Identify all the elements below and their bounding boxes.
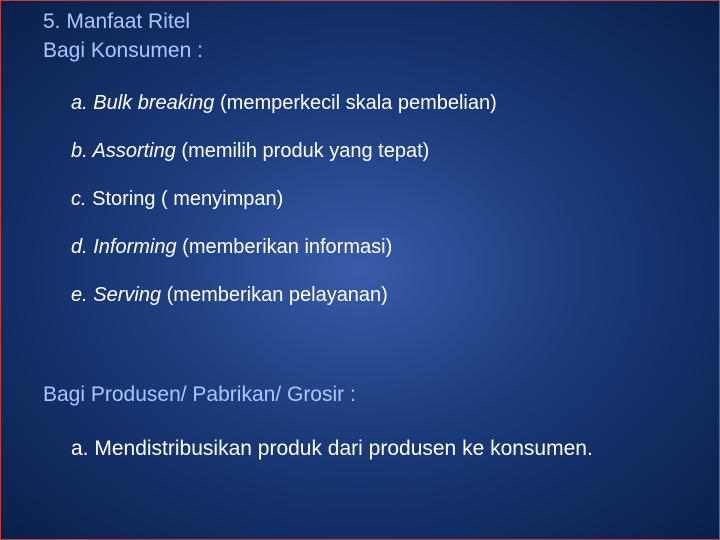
slide-heading: 5. Manfaat Ritel Bagi Konsumen :	[43, 7, 203, 66]
list-item: b. Assorting (memilih produk yang tepat)	[71, 141, 497, 161]
item-description: (memperkecil skala pembelian)	[214, 92, 496, 114]
item-term: Assorting	[93, 140, 176, 162]
item-description: (memberikan informasi)	[177, 236, 393, 258]
consumer-benefits-list: a. Bulk breaking (memperkecil skala pemb…	[71, 93, 497, 333]
list-item: a. Mendistribusikan produk dari produsen…	[71, 437, 593, 461]
item-prefix: a.	[71, 437, 94, 460]
item-prefix: e.	[71, 284, 93, 306]
list-item: d. Informing (memberikan informasi)	[71, 237, 497, 257]
item-term: Informing	[93, 236, 176, 258]
item-prefix: d.	[71, 236, 93, 258]
item-text: Mendistribusikan produk dari produsen ke…	[94, 437, 592, 460]
list-item: c. Storing ( menyimpan)	[71, 189, 497, 209]
heading-line-1: 5. Manfaat Ritel	[43, 7, 203, 36]
item-description: (memberikan pelayanan)	[161, 284, 388, 306]
slide-subheading: Bagi Produsen/ Pabrikan/ Grosir :	[43, 383, 356, 407]
item-term: Serving	[93, 284, 161, 306]
item-term: Bulk breaking	[93, 92, 214, 114]
list-item: a. Bulk breaking (memperkecil skala pemb…	[71, 93, 497, 113]
item-prefix: b.	[71, 140, 93, 162]
item-prefix: c.	[71, 188, 92, 210]
heading-line-2: Bagi Konsumen :	[43, 36, 203, 65]
slide: 5. Manfaat Ritel Bagi Konsumen : a. Bulk…	[0, 0, 720, 540]
list-item: e. Serving (memberikan pelayanan)	[71, 285, 497, 305]
producer-benefits-list: a. Mendistribusikan produk dari produsen…	[71, 437, 593, 461]
item-prefix: a.	[71, 92, 93, 114]
item-description: Storing ( menyimpan)	[92, 188, 283, 210]
item-description: (memilih produk yang tepat)	[176, 140, 429, 162]
